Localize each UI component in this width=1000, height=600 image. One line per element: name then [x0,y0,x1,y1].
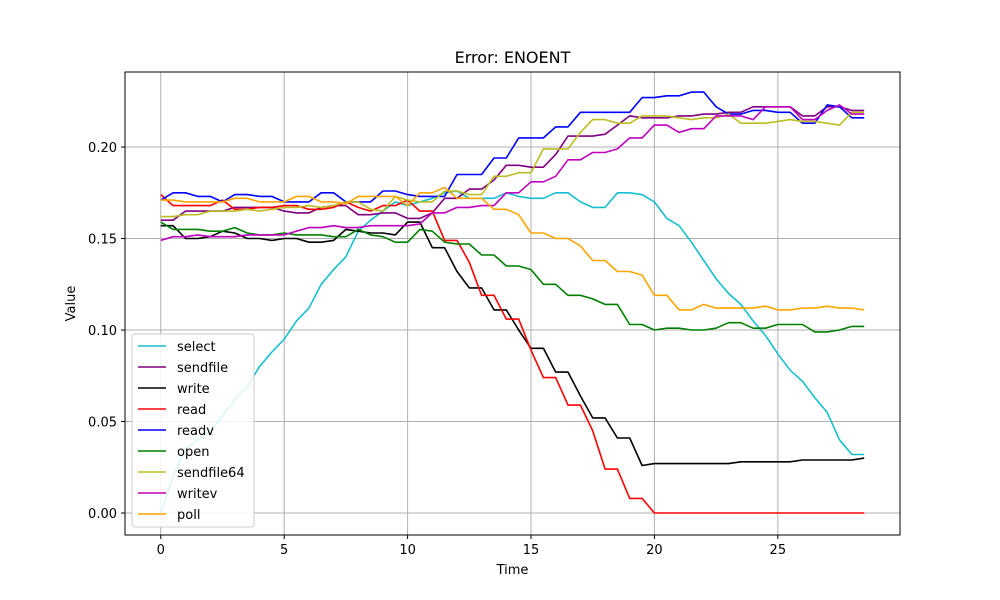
series-line-writev [160,104,865,242]
y-axis-ticks: 0.00 0.05 0.10 0.15 0.20 [88,141,125,522]
legend-label-readv: readv [177,424,214,439]
chart-title: Error: ENOENT [455,48,571,67]
plot-area-frame [124,71,901,536]
legend-label-open: open [177,445,209,460]
x-tick-label: 25 [770,543,787,558]
series-line-select [160,190,865,514]
x-tick-label: 20 [646,543,663,558]
series-lines [160,91,865,514]
x-tick-label: 15 [523,543,540,558]
series-line-open [160,221,865,333]
y-tick-label: 0.20 [88,141,117,156]
legend-label-sendfile: sendfile [177,361,228,376]
series-line-readv [160,91,865,203]
legend: select sendfile write read readv open sendfile… [131,333,255,528]
legend-box [131,333,255,528]
series-line-sendfile64 [160,111,865,218]
series-line-poll [160,186,865,311]
legend-label-read: read [177,403,206,418]
y-tick-label: 0.05 [88,416,117,431]
legend-label-poll: poll [177,508,200,523]
x-tick-label: 10 [399,543,416,558]
legend-label-select: select [177,340,216,355]
x-tick-label: 0 [157,543,165,558]
legend-label-writev: writev [177,487,218,502]
x-axis-label: Time [496,563,529,578]
x-tick-label: 5 [280,543,288,558]
x-axis-ticks: 0 5 10 15 20 25 [157,535,786,558]
legend-label-write: write [177,382,210,397]
y-tick-label: 0.10 [88,324,117,339]
y-tick-label: 0.00 [88,507,117,522]
y-tick-label: 0.15 [88,233,117,248]
series-line-write [160,221,865,467]
y-axis-label: Value [64,286,79,322]
series-line-read [160,194,865,514]
legend-label-sendfile64: sendfile64 [177,466,245,481]
series-line-sendfile [160,106,865,221]
